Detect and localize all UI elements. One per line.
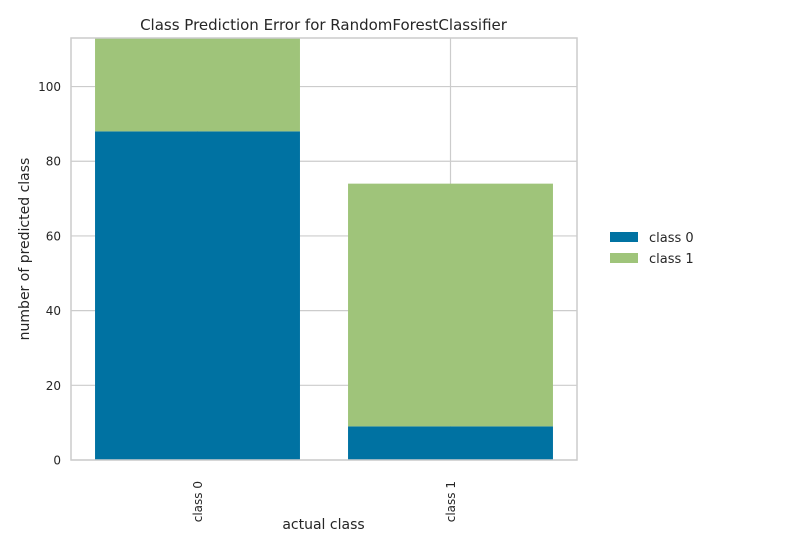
chart-title: Class Prediction Error for RandomForestC… (140, 16, 508, 34)
bar-class-0-series-class-0 (95, 131, 300, 460)
legend-swatch (610, 232, 638, 242)
plot-border (70, 37, 578, 461)
bar-class-0-series-class-1 (95, 38, 300, 132)
bars (95, 38, 553, 460)
y-tick-label: 20 (46, 379, 61, 393)
y-tick-label: 80 (46, 155, 61, 169)
legend-swatch (610, 253, 638, 263)
y-tick-label: 60 (46, 229, 61, 243)
y-tick-label: 0 (53, 454, 61, 468)
x-tick-label: class 1 (444, 481, 458, 522)
bar-class-1-series-class-0 (348, 426, 553, 460)
y-tick-label: 100 (38, 80, 61, 94)
x-tick-label: class 0 (191, 481, 205, 522)
legend-label: class 0 (649, 231, 694, 246)
tick-labels: 0 20 40 60 80 100 class 0 class 1 (38, 80, 458, 522)
plot-frame (70, 37, 578, 461)
y-axis-label: number of predicted class (17, 158, 33, 341)
y-tick-label: 40 (46, 304, 61, 318)
bar-class-1-series-class-1 (348, 183, 553, 427)
legend: class 0 class 1 (610, 231, 694, 267)
x-axis-label: actual class (282, 517, 364, 533)
legend-label: class 1 (649, 252, 694, 267)
